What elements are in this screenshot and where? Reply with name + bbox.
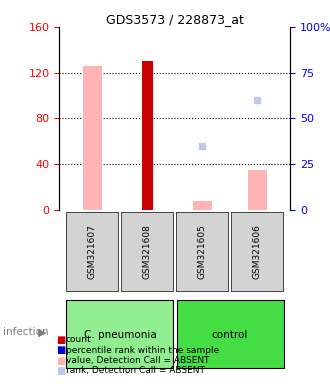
Point (255, 97, 260, 103)
FancyBboxPatch shape (66, 212, 118, 291)
Bar (142, 61, 153, 210)
Text: ■: ■ (56, 366, 65, 376)
FancyBboxPatch shape (231, 212, 283, 291)
Text: GSM321605: GSM321605 (198, 224, 207, 279)
Text: value, Detection Call = ABSENT: value, Detection Call = ABSENT (66, 356, 210, 365)
Text: ■: ■ (56, 345, 65, 355)
Text: count: count (66, 335, 92, 344)
Text: rank, Detection Call = ABSENT: rank, Detection Call = ABSENT (66, 366, 205, 376)
Text: infection: infection (3, 327, 49, 337)
Point (200, 143, 205, 149)
Text: ■: ■ (56, 356, 65, 366)
Bar (248, 170, 267, 210)
Text: GSM321607: GSM321607 (88, 224, 97, 279)
Text: GSM321606: GSM321606 (253, 224, 262, 279)
Text: control: control (212, 330, 248, 340)
Text: ▶: ▶ (38, 327, 47, 337)
Bar (193, 201, 212, 210)
Text: C. pneumonia: C. pneumonia (83, 330, 156, 340)
Text: GSM321608: GSM321608 (143, 224, 152, 279)
FancyBboxPatch shape (177, 300, 284, 368)
FancyBboxPatch shape (121, 212, 173, 291)
Title: GDS3573 / 228873_at: GDS3573 / 228873_at (106, 13, 244, 26)
FancyBboxPatch shape (66, 300, 173, 368)
Text: ■: ■ (56, 335, 65, 345)
Bar (83, 66, 102, 210)
FancyBboxPatch shape (176, 212, 228, 291)
Text: percentile rank within the sample: percentile rank within the sample (66, 346, 219, 355)
